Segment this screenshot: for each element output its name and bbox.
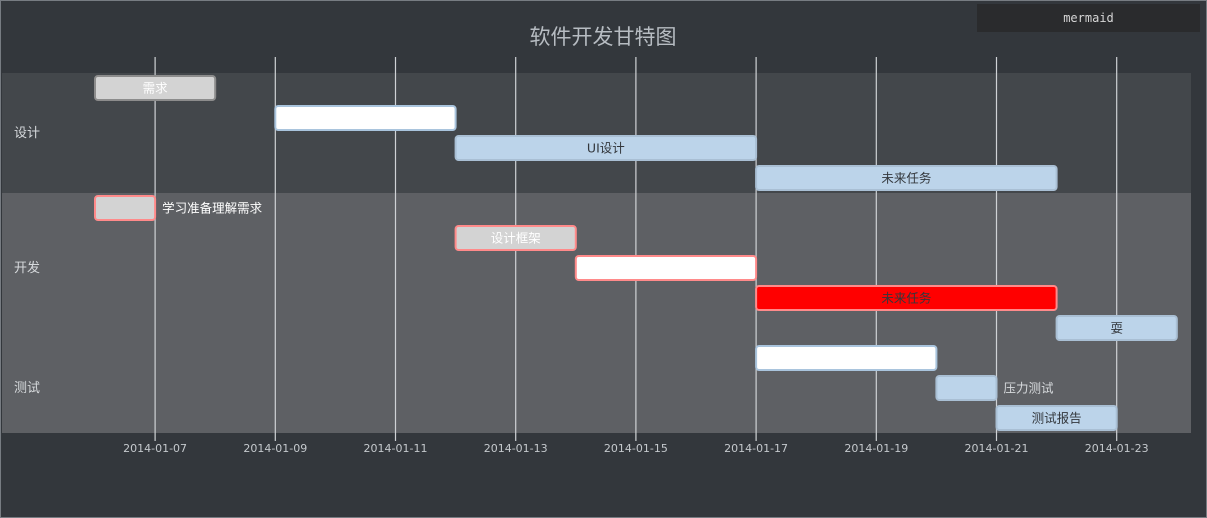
tick-label: 2014-01-17 bbox=[724, 442, 788, 455]
task-label: 耍 bbox=[1110, 321, 1123, 336]
tick-label: 2014-01-07 bbox=[123, 442, 187, 455]
task-label: 测试报告 bbox=[1032, 411, 1082, 426]
tick-label: 2014-01-19 bbox=[844, 442, 908, 455]
tick-labels: 2014-01-07 2014-01-09 2014-01-11 2014-01-13… bbox=[123, 442, 1149, 455]
task-bar bbox=[755, 165, 1058, 191]
task-label: 未来任务 bbox=[881, 291, 931, 306]
task-bar bbox=[274, 105, 457, 131]
tick-label: 2014-01-13 bbox=[484, 442, 548, 455]
mermaid-badge: mermaid bbox=[977, 4, 1200, 32]
task-bar bbox=[995, 405, 1118, 431]
task-bar bbox=[755, 345, 938, 371]
section-bands bbox=[2, 73, 1191, 433]
task-label: 设计框架 bbox=[491, 231, 541, 246]
task-label: 学习准备理解需求 bbox=[162, 201, 263, 216]
task-bar bbox=[574, 255, 758, 281]
task-label: 需求 bbox=[143, 81, 169, 96]
task-label: UI设计 bbox=[587, 141, 625, 156]
task-label: 压力测试 bbox=[1004, 381, 1055, 396]
task-bar bbox=[935, 375, 998, 401]
task-bar bbox=[454, 225, 577, 251]
tick-label: 2014-01-23 bbox=[1085, 442, 1149, 455]
tick-label: 2014-01-15 bbox=[604, 442, 668, 455]
task-bars bbox=[94, 75, 1178, 431]
task-bar bbox=[755, 285, 1058, 311]
tick-label: 2014-01-09 bbox=[243, 442, 307, 455]
task-bar bbox=[454, 135, 758, 161]
section-label: 测试 bbox=[14, 381, 40, 396]
tick-label: 2014-01-21 bbox=[965, 442, 1029, 455]
task-bar bbox=[94, 195, 157, 221]
task-label: 未来任务 bbox=[881, 171, 931, 186]
task-bar bbox=[1055, 315, 1178, 341]
section-label: 开发 bbox=[14, 260, 40, 276]
tick-label: 2014-01-11 bbox=[364, 442, 428, 455]
section-label: 设计 bbox=[14, 126, 40, 141]
task-bar bbox=[94, 75, 217, 101]
chart-title: 软件开发甘特图 bbox=[530, 25, 677, 49]
